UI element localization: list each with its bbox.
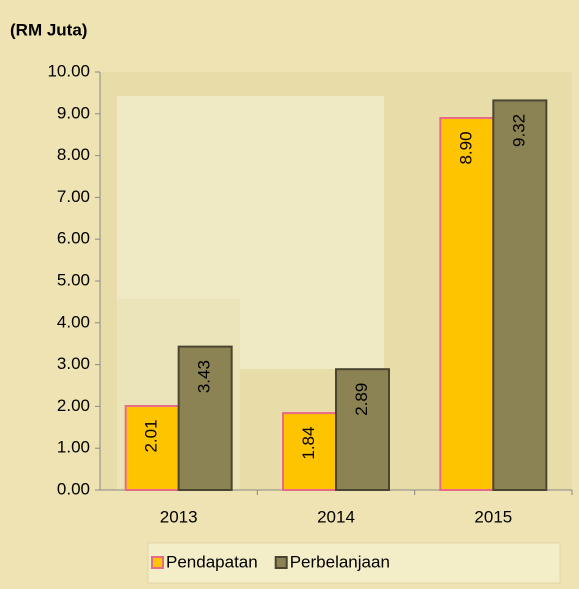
y-tick-label: 0.00 <box>57 479 90 498</box>
legend-label: Perbelanjaan <box>290 552 390 571</box>
bar <box>282 412 337 492</box>
data-label: 2.89 <box>352 383 371 416</box>
legend-swatch <box>274 556 288 569</box>
y-tick-label: 6.00 <box>57 229 90 248</box>
y-tick-label: 4.00 <box>57 312 90 331</box>
data-label: 3.43 <box>195 360 214 393</box>
plot-decoration <box>240 299 384 369</box>
x-tick-label: 2014 <box>317 507 355 526</box>
y-tick-label: 1.00 <box>57 438 90 457</box>
y-tick-label: 2.00 <box>57 396 90 415</box>
legend <box>147 542 561 584</box>
bar <box>439 116 495 491</box>
legend-label: Pendapatan <box>166 552 258 571</box>
data-label: 8.90 <box>456 131 475 164</box>
y-tick-label: 9.00 <box>57 103 90 122</box>
x-tick-label: 2013 <box>160 507 198 526</box>
y-tick-label: 7.00 <box>57 187 90 206</box>
y-tick-label: 5.00 <box>57 270 90 289</box>
legend-swatch <box>151 556 164 569</box>
data-label: 2.01 <box>142 419 161 452</box>
y-tick-label: 10.00 <box>47 61 90 80</box>
bar <box>124 404 180 491</box>
chart-title: (RM Juta) <box>10 20 87 39</box>
plot-decoration <box>117 96 384 299</box>
x-tick-label: 2015 <box>474 507 512 526</box>
y-tick-label: 8.00 <box>57 145 90 164</box>
y-tick-label: 3.00 <box>57 354 90 373</box>
bar <box>335 368 390 491</box>
data-label: 1.84 <box>299 427 318 460</box>
data-label: 9.32 <box>509 114 528 147</box>
bar <box>492 99 548 491</box>
bar <box>177 345 233 491</box>
